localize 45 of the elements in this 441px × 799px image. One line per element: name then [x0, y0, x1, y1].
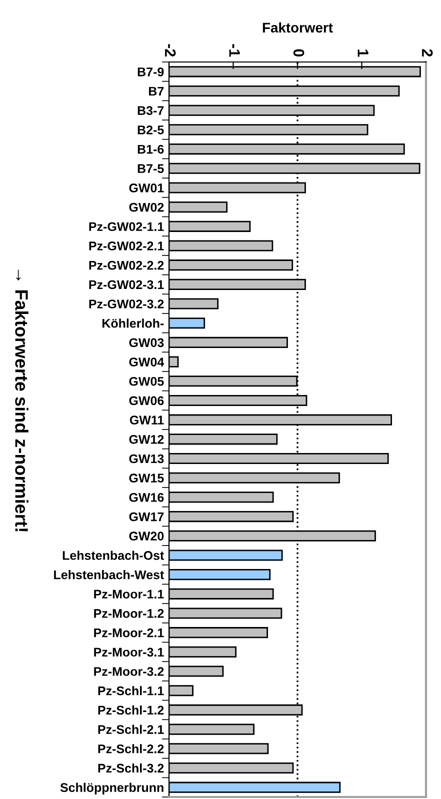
y-tick-label: GW02	[129, 202, 164, 212]
y-tick-label: GW16	[129, 493, 164, 502]
y-tick-label: GW05	[129, 376, 164, 386]
y-tick-label: GW12	[129, 434, 164, 444]
y-tick-label: Pz-Moor-1.2	[94, 609, 164, 618]
y-tick-label: GW11	[130, 416, 164, 424]
y-tick-label: B1-6	[138, 144, 164, 154]
y-tick-label: GW13	[129, 454, 164, 464]
x-tick-label: 1	[358, 50, 368, 57]
y-tick-label: Pz-GW02-1.1	[89, 222, 164, 232]
text: → Faktorwerte sind z-normiert!	[15, 270, 28, 532]
y-tick-label: Pz-Moor-3.2	[94, 667, 164, 676]
y-tick-label: Lehstenbach-West	[54, 570, 164, 580]
y-tick-label: Pz-Schl-1.2	[98, 705, 164, 715]
y-tick-label: B7	[148, 86, 164, 96]
y-tick-label: GW20	[129, 532, 164, 541]
y-tick-label: GW15	[129, 474, 164, 483]
y-tick-label: Pz-Moor-2.1	[94, 628, 164, 638]
y-tick-label: GW03	[129, 338, 164, 348]
x-tick-label: -1	[229, 44, 240, 57]
y-tick-label: Pz-Schl-2.1	[98, 724, 164, 734]
y-tick-label: Schlöppnerbrunn	[60, 782, 164, 794]
y-tick-label: Pz-GW02-2.2	[89, 260, 164, 270]
y-tick-label: B3-7	[138, 106, 164, 116]
y-tick-label: GW17	[129, 512, 164, 522]
y-tick-label: Pz-Moor-3.1	[94, 648, 164, 657]
y-tick-label: Pz-GW02-3.1	[89, 280, 164, 290]
y-tick-label: GW06	[129, 396, 164, 406]
y-tick-label: Pz-Moor-1.1	[94, 590, 164, 599]
y-tick-label: B7-5	[138, 164, 164, 174]
y-tick-label: Köhlerloh-	[102, 318, 164, 328]
y-tick-label: GW01	[129, 184, 164, 192]
x-tick-label: 2	[422, 49, 433, 57]
y-tick-label: Pz-Schl-3.2	[98, 763, 164, 773]
y-tick-label: Lehstenbach-Ost	[62, 550, 164, 560]
x-axis-title: Faktorwert	[262, 22, 333, 33]
y-tick-label: Pz-GW02-3.2	[89, 300, 164, 308]
x-tick-label: -2	[165, 44, 176, 57]
y-tick-label: Pz-GW02-2.1	[89, 242, 164, 250]
y-tick-label: Pz-Schl-1.1	[98, 686, 164, 696]
y-tick-label: Pz-Schl-2.2	[98, 744, 164, 754]
y-tick-label: B2-5	[138, 126, 164, 134]
y-tick-label: GW04	[129, 358, 164, 366]
x-tick-label: 0	[293, 49, 304, 57]
y-tick-label: B7-9	[138, 67, 164, 76]
